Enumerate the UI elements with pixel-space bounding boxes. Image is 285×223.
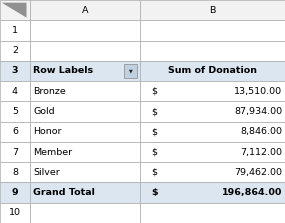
Text: 9: 9 [12, 188, 18, 197]
Bar [0, 101, 30, 122]
Bar [140, 41, 285, 61]
Bar [140, 122, 285, 142]
Text: ▼: ▼ [129, 68, 133, 73]
Bar [30, 20, 140, 41]
Bar [140, 142, 285, 162]
Bar [0, 203, 30, 223]
Text: 13,510.00: 13,510.00 [234, 87, 282, 96]
Text: 3: 3 [12, 66, 18, 75]
Bar [0, 81, 30, 101]
Text: 87,934.00: 87,934.00 [234, 107, 282, 116]
Text: B: B [209, 6, 215, 15]
Text: Gold: Gold [33, 107, 55, 116]
Bar [140, 61, 285, 81]
Text: 8,846.00: 8,846.00 [240, 127, 282, 136]
Bar [124, 64, 137, 78]
Text: $: $ [151, 188, 158, 197]
Polygon shape [2, 3, 27, 18]
Text: $: $ [151, 107, 157, 116]
Bar [30, 81, 140, 101]
Text: 7: 7 [12, 148, 18, 157]
Text: 8: 8 [12, 168, 18, 177]
Bar [0, 182, 30, 203]
Text: Row Labels: Row Labels [33, 66, 93, 75]
Bar [0, 20, 30, 41]
Bar [140, 0, 285, 20]
Bar [140, 101, 285, 122]
Text: Honor: Honor [33, 127, 62, 136]
Bar [30, 0, 140, 20]
Text: Sum of Donation: Sum of Donation [168, 66, 257, 75]
Bar [30, 203, 140, 223]
Text: 5: 5 [12, 107, 18, 116]
Bar [0, 61, 30, 81]
Bar [140, 20, 285, 41]
Text: Silver: Silver [33, 168, 60, 177]
Bar [0, 122, 30, 142]
Text: 6: 6 [12, 127, 18, 136]
Bar [30, 122, 140, 142]
Text: $: $ [151, 168, 157, 177]
Text: 7,112.00: 7,112.00 [240, 148, 282, 157]
Text: $: $ [151, 127, 157, 136]
Text: $: $ [151, 148, 157, 157]
Bar [140, 162, 285, 182]
Text: 79,462.00: 79,462.00 [234, 168, 282, 177]
Bar [30, 101, 140, 122]
Text: Member: Member [33, 148, 72, 157]
Text: 4: 4 [12, 87, 18, 96]
Bar [30, 142, 140, 162]
Bar [30, 182, 140, 203]
Bar [0, 142, 30, 162]
Text: A: A [82, 6, 88, 15]
Text: $: $ [151, 87, 157, 96]
Bar [30, 162, 140, 182]
Bar [30, 41, 140, 61]
Text: 196,864.00: 196,864.00 [222, 188, 282, 197]
Bar [0, 0, 30, 20]
Text: 1: 1 [12, 26, 18, 35]
Bar [140, 81, 285, 101]
Bar [0, 162, 30, 182]
Bar [140, 182, 285, 203]
Bar [140, 203, 285, 223]
Bar [0, 41, 30, 61]
Bar [30, 61, 140, 81]
Text: 2: 2 [12, 46, 18, 55]
Text: Bronze: Bronze [33, 87, 66, 96]
Text: 10: 10 [9, 208, 21, 217]
Text: Grand Total: Grand Total [33, 188, 95, 197]
